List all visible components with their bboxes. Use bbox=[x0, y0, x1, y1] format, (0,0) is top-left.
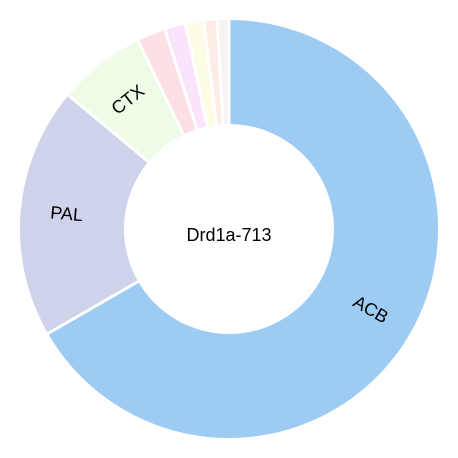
slice-minor-4 bbox=[166, 24, 206, 129]
slice-pal bbox=[20, 96, 148, 333]
slice-minor-7 bbox=[218, 20, 228, 125]
slice-minor-6 bbox=[205, 20, 222, 125]
center-label: Drd1a-713 bbox=[186, 225, 271, 245]
slice-minor-3 bbox=[139, 30, 196, 134]
slice-label-pal: PAL bbox=[50, 202, 84, 225]
slice-ctx bbox=[69, 41, 182, 161]
slices-layer bbox=[20, 20, 439, 439]
slice-minor-5 bbox=[187, 21, 215, 126]
slice-acb bbox=[48, 20, 439, 439]
